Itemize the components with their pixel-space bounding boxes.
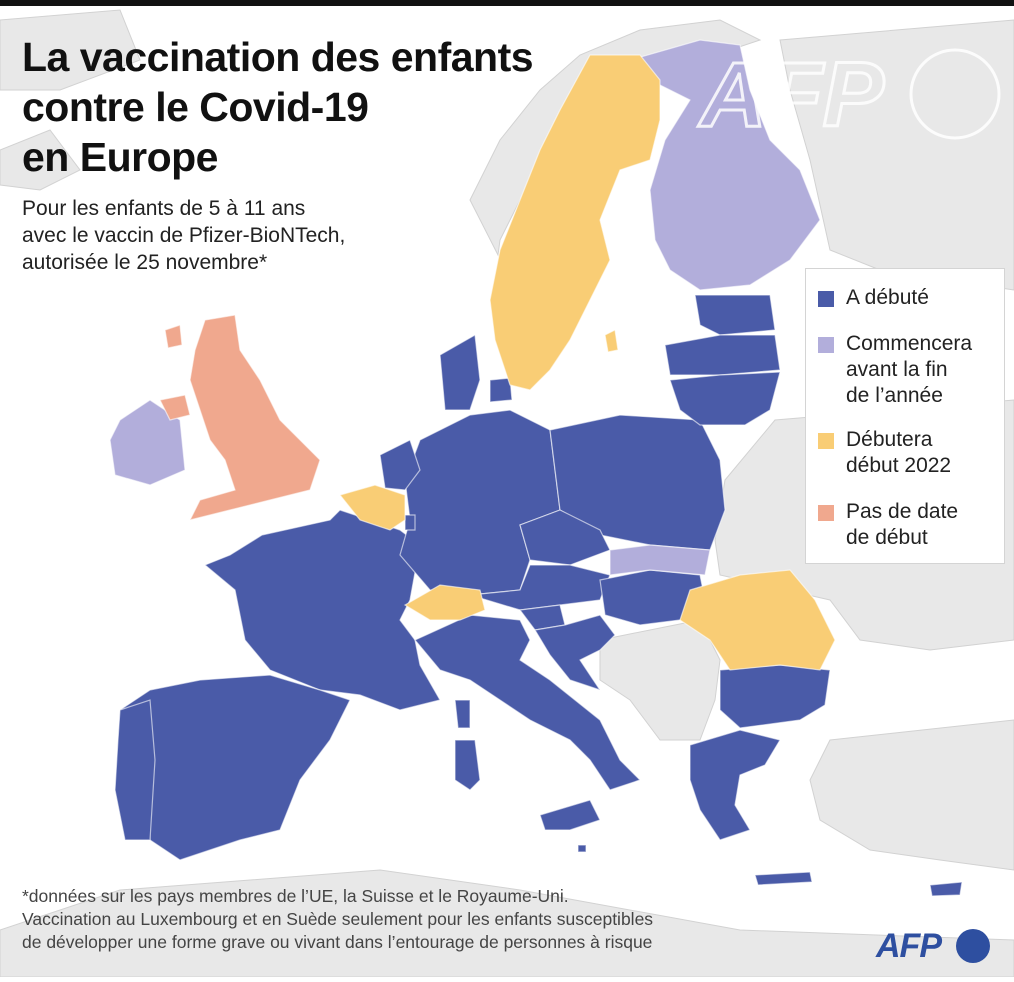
legend-text: Commencera: [846, 332, 973, 355]
title-line-3: en Europe: [22, 134, 218, 180]
footnote-line-1: *données sur les pays membres de l’UE, l…: [22, 886, 569, 906]
map-subtitle: Pour les enfants de 5 à 11 ans avec le v…: [22, 195, 422, 276]
legend-label-no-date: Pas de date de début: [846, 499, 1006, 551]
legend-text: A débuté: [846, 286, 929, 309]
land-north-africa: [0, 869, 1014, 978]
svg-text:AFP: AFP: [698, 44, 885, 146]
legend-swatch-started: [818, 291, 834, 307]
country-greece: [689, 729, 781, 841]
map-area: AFP: [0, 6, 1014, 978]
country-northern-ireland: [159, 394, 191, 421]
afp-logo-text: AFP: [876, 927, 942, 965]
country-netherlands: [379, 439, 421, 491]
country-corsica: [454, 699, 471, 729]
legend-label-early-2022: Débutera début 2022: [846, 427, 1006, 479]
footnote: *données sur les pays membres de l’UE, l…: [22, 885, 852, 954]
country-scotland-islands: [164, 324, 183, 349]
legend-swatch-before-year-end: [818, 337, 834, 353]
country-denmark: [439, 334, 481, 411]
country-luxembourg: [404, 514, 416, 531]
country-croatia: [534, 614, 616, 692]
legend-text: de début: [846, 526, 928, 549]
legend-swatch-no-date: [818, 505, 834, 521]
legend-text: début 2022: [846, 454, 952, 477]
country-ireland: [109, 399, 186, 486]
legend-label-started: A débuté: [846, 285, 1006, 311]
afp-watermark-logo: AFP: [697, 43, 1001, 146]
subtitle-line-3: autorisée le 25 novembre*: [22, 251, 268, 274]
land-greenland-edge: [0, 9, 141, 91]
country-sardinia: [454, 739, 481, 791]
country-estonia: [694, 294, 776, 336]
map-title: La vaccination des enfants contre le Cov…: [22, 32, 662, 182]
land-russia: [779, 19, 1014, 291]
legend-swatch-early-2022: [818, 433, 834, 449]
legend-text: de l’année: [846, 384, 943, 407]
title-line-2: contre le Covid-19: [22, 84, 369, 130]
land-turkey: [809, 719, 1014, 871]
title-line-1: La vaccination des enfants: [22, 34, 534, 80]
country-denmark-zealand: [489, 377, 513, 403]
country-malta: [577, 844, 587, 853]
country-romania: [679, 569, 836, 671]
afp-logo-dot: [956, 929, 990, 963]
land-balkans: [599, 619, 721, 741]
afp-logo: AFP: [876, 926, 996, 966]
country-switzerland: [403, 584, 486, 621]
country-finland: [628, 39, 821, 291]
country-sweden: [489, 54, 661, 391]
country-bulgaria: [719, 664, 831, 729]
legend-text: Pas de date: [846, 500, 959, 523]
countries-no-date: [159, 314, 321, 521]
country-france: [203, 509, 441, 711]
footnote-line-3: de développer une forme grave ou vivant …: [22, 932, 653, 952]
subtitle-line-2: avec le vaccin de Pfizer-BioNTech,: [22, 224, 346, 247]
country-lithuania: [669, 371, 781, 426]
country-slovakia: [609, 544, 711, 576]
footnote-line-2: Vaccination au Luxembourg et en Suède se…: [22, 909, 654, 929]
countries-before-year-end: [109, 39, 821, 576]
legend-text: Débutera: [846, 428, 933, 451]
country-portugal: [114, 699, 156, 841]
country-united-kingdom: [188, 314, 321, 521]
subtitle-line-1: Pour les enfants de 5 à 11 ans: [22, 197, 306, 220]
country-cyprus: [929, 881, 963, 897]
top-rule: [0, 0, 1014, 6]
country-italy: [414, 614, 642, 791]
countries-started: [114, 294, 963, 897]
other-land: [0, 9, 1014, 978]
country-belgium: [338, 484, 406, 531]
country-sweden-gotland: [604, 329, 619, 353]
map-legend: A débuté Commencera avant la fin de l’an…: [805, 268, 1005, 564]
legend-label-before-year-end: Commencera avant la fin de l’année: [846, 331, 1006, 409]
countries-early-2022: [338, 54, 836, 671]
country-sicily: [539, 799, 601, 831]
legend-text: avant la fin: [846, 358, 948, 381]
land-iceland-edge: [0, 129, 81, 191]
country-latvia: [664, 334, 781, 376]
country-crete: [754, 871, 813, 886]
europe-map: [0, 9, 1014, 978]
